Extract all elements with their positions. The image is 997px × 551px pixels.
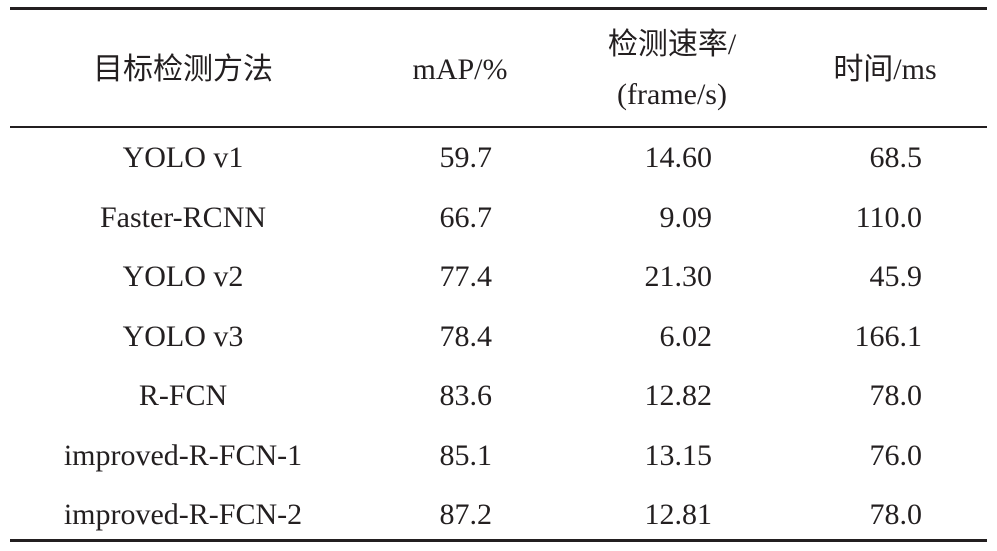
value-cell: 66.7	[439, 200, 493, 234]
value-cell: 12.82	[644, 379, 713, 412]
header-cell: 目标检测方法	[93, 53, 273, 86]
value-cell: 78.0	[869, 498, 923, 531]
header-cell: (frame/s)	[617, 78, 727, 111]
value-cell: 13.15	[644, 438, 713, 472]
method-cell: improved-R-FCN-1	[63, 438, 303, 472]
method-cell: YOLO v3	[122, 319, 244, 353]
header-cell: 时间/ms	[833, 53, 937, 86]
header-rule	[10, 126, 987, 128]
value-cell: 14.60	[644, 141, 713, 174]
value-cell: 76.0	[869, 438, 923, 472]
value-cell: 83.6	[439, 379, 493, 412]
value-cell: 68.5	[869, 141, 923, 174]
value-cell: 78.0	[869, 379, 923, 412]
value-cell: 45.9	[869, 260, 923, 293]
value-cell: 77.4	[439, 260, 493, 293]
method-cell: improved-R-FCN-2	[63, 498, 303, 531]
value-cell: 78.4	[439, 319, 493, 353]
value-cell: 9.09	[659, 200, 713, 234]
value-cell: 12.81	[644, 498, 713, 531]
top-rule	[10, 7, 987, 10]
method-cell: R-FCN	[138, 379, 228, 412]
header-cell: mAP/%	[412, 53, 508, 86]
value-cell: 85.1	[439, 438, 493, 472]
value-cell: 6.02	[659, 319, 713, 353]
value-cell: 21.30	[644, 260, 713, 293]
value-cell: 59.7	[439, 141, 493, 174]
method-cell: YOLO v1	[122, 141, 244, 174]
method-cell: Faster-RCNN	[99, 200, 267, 234]
header-cell: 检测速率/	[607, 28, 737, 61]
value-cell: 87.2	[439, 498, 493, 531]
bottom-rule	[10, 539, 987, 542]
value-cell: 166.1	[854, 319, 923, 353]
value-cell: 110.0	[855, 200, 922, 234]
method-cell: YOLO v2	[122, 260, 244, 293]
